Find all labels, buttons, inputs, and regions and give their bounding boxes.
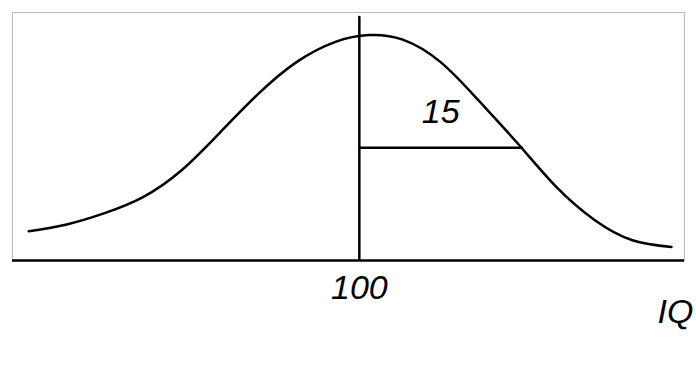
- svg-text:IQ: IQ: [658, 292, 694, 330]
- svg-text:15: 15: [422, 92, 460, 130]
- svg-text:100: 100: [331, 268, 388, 306]
